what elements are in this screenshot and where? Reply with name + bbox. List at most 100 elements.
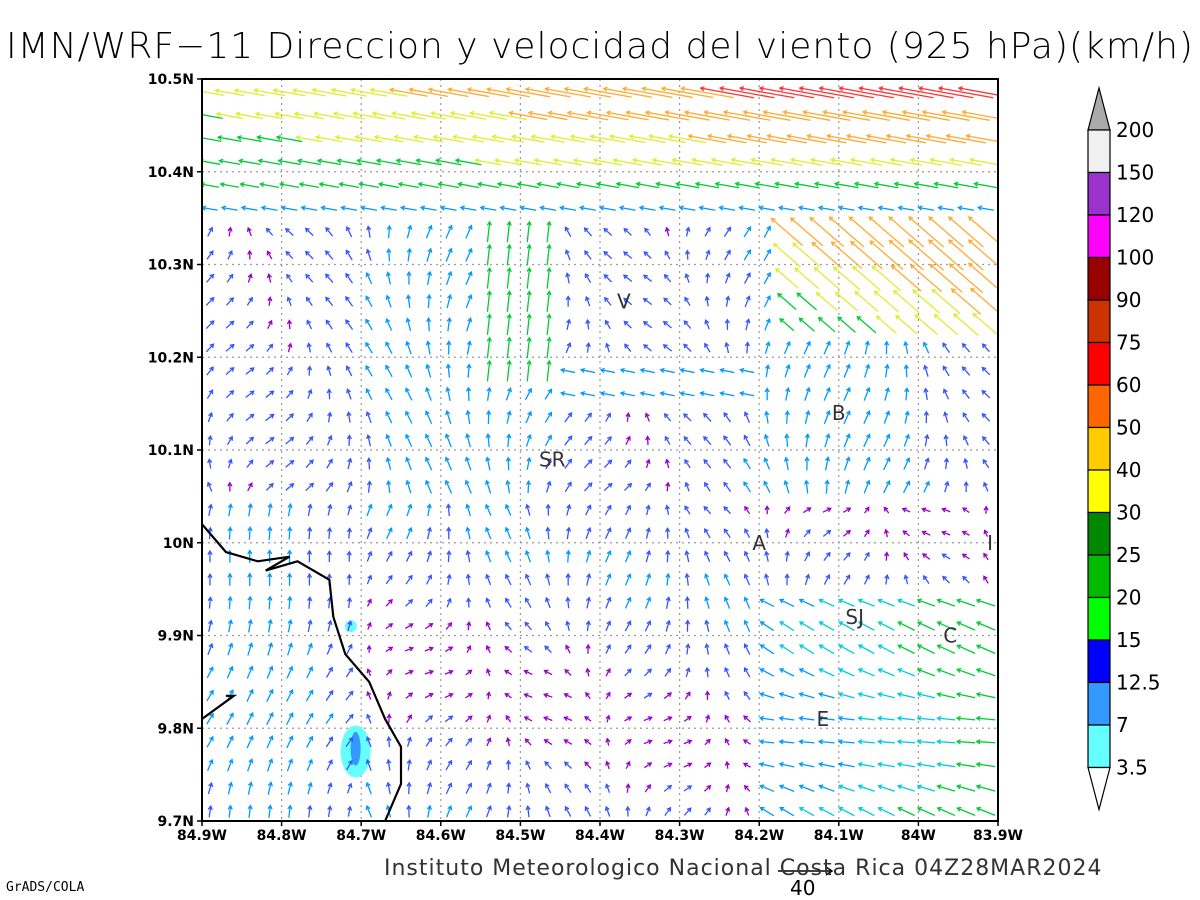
wind-vector <box>936 806 956 817</box>
wind-vector <box>824 479 830 494</box>
wind-vector <box>205 320 215 330</box>
wind-vector <box>347 620 353 632</box>
wind-vector <box>742 109 791 121</box>
wind-vector <box>565 596 571 609</box>
wind-vector <box>386 503 393 517</box>
wind-vector <box>710 157 743 166</box>
wind-vector <box>961 366 971 376</box>
wind-vector <box>921 530 931 536</box>
wind-vector <box>466 363 472 378</box>
wind-vector <box>764 505 770 515</box>
wind-vector <box>803 340 811 355</box>
wind-vector <box>981 435 990 445</box>
wind-vector <box>853 181 879 189</box>
wind-vector <box>623 297 633 306</box>
wind-vector <box>953 181 978 189</box>
wind-vector <box>702 412 712 422</box>
wind-vector <box>823 573 831 585</box>
wind-vector <box>724 690 730 701</box>
wind-vector <box>684 550 690 563</box>
wind-vector <box>525 503 531 516</box>
wind-vector <box>360 205 378 211</box>
wind-vector <box>425 340 431 355</box>
wind-vector <box>699 367 715 374</box>
wind-vector <box>285 250 294 260</box>
wind-vector <box>485 433 491 448</box>
wind-vector <box>687 133 727 144</box>
wind-vector <box>419 205 437 211</box>
wind-vector <box>857 691 875 699</box>
wind-vector <box>624 573 632 586</box>
wind-vector <box>445 759 453 771</box>
wind-vector <box>385 387 393 401</box>
wind-vector <box>743 272 751 284</box>
wind-vector <box>305 712 314 725</box>
wind-vector <box>524 86 571 98</box>
wind-vector <box>759 598 775 608</box>
wind-vector <box>425 715 434 723</box>
wind-vector <box>956 598 976 607</box>
wind-vector <box>803 363 811 378</box>
map-title: IMN/WRF−11 Direccion y velocidad del vie… <box>6 26 1194 67</box>
wind-vector <box>345 690 354 701</box>
wind-vector <box>426 759 433 771</box>
wind-vector <box>703 435 712 446</box>
wind-vector <box>245 436 255 445</box>
wind-vector <box>916 644 936 655</box>
wind-vector <box>605 573 612 586</box>
wind-vector <box>539 205 557 211</box>
wind-vector <box>259 181 280 188</box>
wind-vector <box>519 205 537 211</box>
wind-vector <box>524 573 532 586</box>
colorbar-segment <box>1087 596 1111 641</box>
wind-vector <box>936 598 956 607</box>
wind-vector <box>655 181 680 189</box>
wind-vector <box>599 391 616 397</box>
wind-vector <box>405 410 413 424</box>
wind-vector <box>486 759 492 771</box>
wind-vector <box>246 320 254 329</box>
wind-vector <box>285 389 294 399</box>
wind-vector <box>902 480 911 494</box>
wind-vector <box>267 549 273 563</box>
wind-vector <box>543 739 553 746</box>
tick-label-lat: 10.4N <box>148 165 194 181</box>
wind-vector <box>664 806 672 817</box>
wind-vector <box>884 551 890 561</box>
wind-vector <box>406 781 412 795</box>
wind-vector <box>742 762 751 768</box>
wind-vector <box>929 157 962 166</box>
wind-vector <box>937 86 994 99</box>
wind-vector <box>510 134 545 143</box>
wind-vector <box>961 109 998 119</box>
wind-vector <box>465 692 473 699</box>
wind-vector <box>446 526 452 540</box>
wind-vector <box>506 410 512 424</box>
wind-vector <box>837 316 856 333</box>
colorbar-segment <box>1087 256 1111 301</box>
wind-vector <box>896 691 916 699</box>
wind-vector <box>583 738 592 746</box>
wind-vector <box>603 273 612 283</box>
wind-vector <box>975 667 996 677</box>
colorbar-label: 25 <box>1116 543 1141 567</box>
wind-vector <box>644 412 651 422</box>
wind-vector <box>871 265 902 292</box>
wind-vector <box>265 390 275 398</box>
wind-vector <box>863 410 871 425</box>
wind-vector <box>444 715 454 723</box>
coastline <box>202 523 403 821</box>
wind-vector <box>385 317 393 331</box>
wind-vector <box>671 157 703 166</box>
wind-vector <box>952 313 979 336</box>
wind-vector <box>286 296 292 306</box>
wind-vector <box>546 266 552 289</box>
wind-vector <box>488 110 528 121</box>
wind-vector <box>956 806 976 816</box>
wind-vector <box>225 390 235 399</box>
wind-vector <box>943 434 949 446</box>
wind-vector <box>405 598 414 607</box>
wind-vector <box>973 181 998 189</box>
wind-vector <box>325 713 334 725</box>
wind-vector <box>474 158 502 166</box>
